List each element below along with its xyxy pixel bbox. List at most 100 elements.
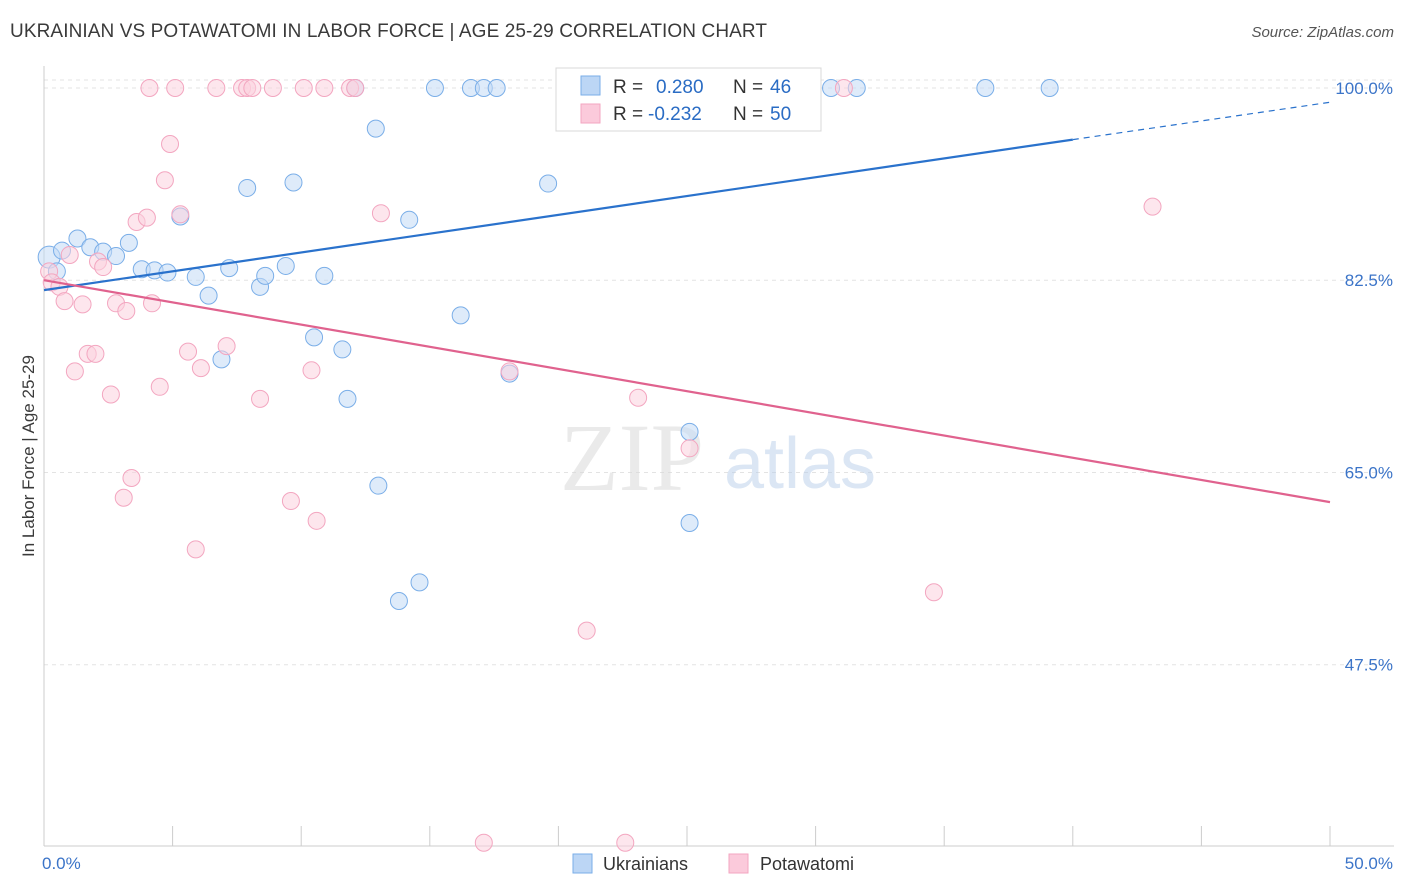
point-ukrainians [425,78,444,97]
point-potawatomi [251,389,270,408]
point-ukrainians [333,340,352,359]
point-potawatomi [186,540,205,559]
stats-n-value-potawatomi: 50 [770,104,791,125]
y-axis-label: In Labor Force | Age 25-29 [19,355,38,557]
point-potawatomi [500,362,519,381]
point-ukrainians [680,514,699,533]
point-potawatomi [171,205,190,224]
chart-title: UKRAINIAN VS POTAWATOMI IN LABOR FORCE |… [10,21,768,42]
point-potawatomi [166,78,185,97]
point-potawatomi [117,301,136,320]
stats-n-value-ukrainians: 46 [770,77,791,98]
point-ukrainians [451,306,470,325]
stats-swatch-ukrainians [580,75,601,96]
point-ukrainians [315,266,334,285]
stats-r-value-potawatomi: -0.232 [648,104,702,125]
point-ukrainians [487,78,506,97]
watermark-atlas: atlas [724,424,876,504]
point-potawatomi [114,488,133,507]
point-potawatomi [616,833,635,852]
legend-swatch-ukrainians [572,853,593,874]
point-ukrainians [400,210,419,229]
y-tick-label: 65.0% [1345,463,1393,482]
stats-n-label-potawatomi: N = [733,104,763,125]
point-potawatomi [263,78,282,97]
point-ukrainians [284,173,303,192]
point-ukrainians [369,476,388,495]
legend-label-potawatomi: Potawatomi [760,854,854,874]
point-ukrainians [389,592,408,611]
point-potawatomi [60,245,79,264]
point-potawatomi [243,78,262,97]
trend-line-ukrainians-extension [1072,101,1331,141]
y-tick-label: 82.5% [1345,271,1393,290]
stats-r-label-ukrainians: R = [613,77,643,98]
point-potawatomi [834,78,853,97]
point-ukrainians [107,247,126,266]
point-ukrainians [410,573,429,592]
x-tick-label: 50.0% [1345,854,1393,873]
point-ukrainians [186,267,205,286]
y-tick-label: 47.5% [1345,656,1393,675]
point-ukrainians [1040,78,1059,97]
point-potawatomi [307,511,326,530]
gridlines [44,79,1394,666]
point-potawatomi [94,258,113,277]
point-potawatomi [101,385,120,404]
point-potawatomi [315,78,334,97]
watermark-zip: ZIP [560,404,704,511]
point-potawatomi [73,295,92,314]
trend-line-potawatomi [43,279,1331,504]
legend-swatch-potawatomi [728,853,749,874]
point-ukrainians [199,286,218,305]
stats-box: R = 0.280 N = 46 R = -0.232 N = 50 [555,67,822,132]
legend: Ukrainians Potawatomi [572,853,854,874]
point-ukrainians [305,328,324,347]
point-ukrainians [256,266,275,285]
point-potawatomi [346,78,365,97]
point-potawatomi [371,204,390,223]
point-potawatomi [150,377,169,396]
point-potawatomi [86,344,105,363]
point-potawatomi [629,388,648,407]
point-ukrainians [119,233,138,252]
point-potawatomi [474,833,493,852]
trend-lines [43,101,1331,504]
point-potawatomi [65,362,84,381]
point-potawatomi [680,439,699,458]
point-potawatomi [302,361,321,380]
point-ukrainians [276,256,295,275]
point-potawatomi [191,359,210,378]
point-potawatomi [140,78,159,97]
point-potawatomi [1143,197,1162,216]
point-potawatomi [55,292,74,311]
point-potawatomi [155,171,174,190]
point-ukrainians [680,422,699,441]
point-potawatomi [924,583,943,602]
point-ukrainians [976,78,995,97]
trend-line-ukrainians [43,138,1073,292]
source-label: Source: ZipAtlas.com [1251,24,1394,41]
point-potawatomi [161,135,180,153]
tick-labels: 100.0% 82.5% 65.0% 47.5% 0.0% 50.0% [42,79,1393,873]
point-potawatomi [577,621,596,640]
point-potawatomi [217,337,236,356]
x-tick-label: 0.0% [42,854,81,873]
point-ukrainians [338,389,357,408]
legend-label-ukrainians: Ukrainians [603,854,688,874]
point-ukrainians [366,119,385,138]
point-potawatomi [281,492,300,511]
point-ukrainians [68,229,87,248]
point-potawatomi [179,342,198,361]
axes [43,66,1394,847]
y-tick-label: 100.0% [1335,79,1393,98]
point-potawatomi [207,78,226,97]
point-potawatomi [122,468,141,487]
stats-n-label-ukrainians: N = [733,77,763,98]
point-ukrainians [539,174,558,193]
stats-r-label-potawatomi: R = [613,104,643,125]
point-potawatomi [137,208,156,227]
stats-swatch-potawatomi [580,103,601,124]
stats-r-value-ukrainians: 0.280 [656,77,704,98]
